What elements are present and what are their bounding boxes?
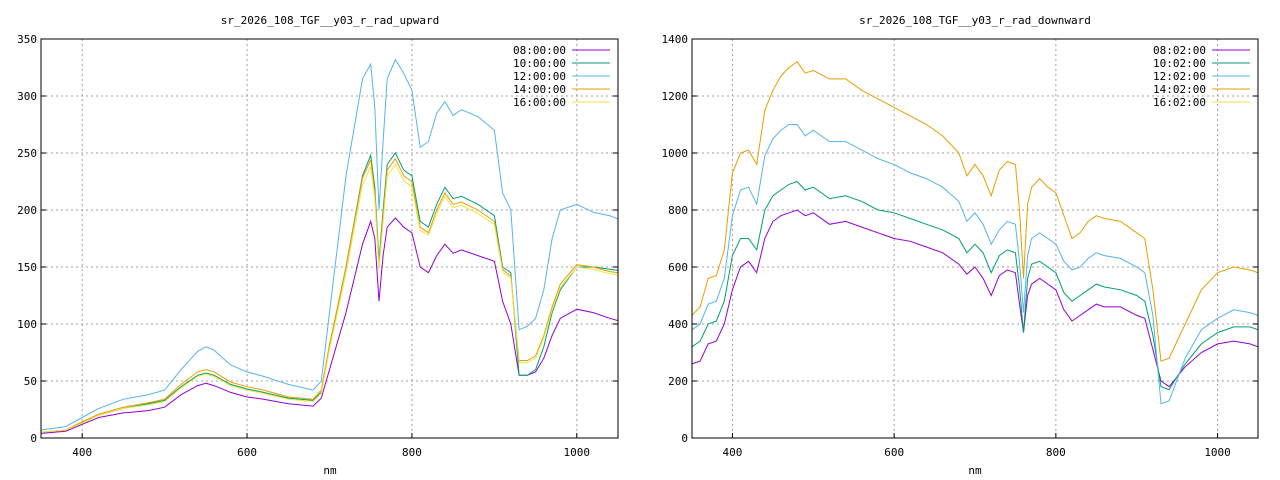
- x-tick-labels: 400 600 800 1000: [72, 446, 590, 459]
- x-axis-label: nm: [323, 464, 337, 477]
- x-tick-labels: 400 600 800 1000: [722, 446, 1230, 459]
- chart-title: sr_2026_108_TGF__y03_r_rad_downward: [859, 14, 1091, 27]
- y-tick-label: 100: [17, 318, 37, 331]
- series-line-5: [40, 163, 619, 433]
- x-axis-label: nm: [968, 464, 982, 477]
- y-tick-label: 400: [668, 318, 688, 331]
- y-tick-label: 600: [668, 261, 688, 274]
- y-tick-label: 300: [17, 90, 37, 103]
- y-tick-label: 250: [17, 147, 37, 160]
- series-group: [40, 58, 619, 434]
- legend-label: 12:00:00: [513, 70, 566, 83]
- x-tick-label: 800: [1046, 446, 1066, 459]
- y-tick-labels: 0 200 400 600 800 1000 1200 1400: [662, 33, 689, 445]
- legend-label: 08:00:00: [513, 44, 566, 57]
- legend-label: 16:02:00: [1153, 96, 1206, 109]
- grid: [692, 38, 1258, 439]
- y-tick-label: 200: [17, 204, 37, 217]
- series-line-1: [40, 217, 619, 434]
- x-tick-label: 400: [72, 446, 92, 459]
- legend-label: 16:00:00: [513, 96, 566, 109]
- x-tick-label: 600: [237, 446, 257, 459]
- series-line-3: [40, 58, 619, 431]
- series-line-4: [691, 61, 1259, 362]
- y-tick-labels: 0 50 100 150 200 250 300 350: [17, 33, 37, 445]
- series-line-3: [691, 124, 1259, 405]
- plot-frame: [691, 38, 1259, 439]
- y-tick-label: 1200: [662, 90, 689, 103]
- x-tick-label: 1000: [1204, 446, 1231, 459]
- plot-frame: [40, 38, 619, 439]
- y-tick-label: 200: [668, 375, 688, 388]
- grid: [41, 38, 618, 439]
- chart-upward: sr_2026_108_TGF__y03_r_rad_upward 0 50 100…: [17, 14, 619, 477]
- legend-label: 10:02:00: [1153, 57, 1206, 70]
- legend-label: 10:00:00: [513, 57, 566, 70]
- series-line-4: [40, 157, 619, 433]
- y-tick-label: 800: [668, 204, 688, 217]
- legend-label: 12:02:00: [1153, 70, 1206, 83]
- x-tick-label: 1000: [564, 446, 591, 459]
- series-group: [691, 61, 1259, 405]
- x-tick-label: 800: [402, 446, 422, 459]
- legend-label: 14:02:00: [1153, 83, 1206, 96]
- series-line-1: [691, 209, 1259, 388]
- y-tick-label: 0: [681, 432, 688, 445]
- legend-label: 08:02:00: [1153, 44, 1206, 57]
- chart-downward: sr_2026_108_TGF__y03_r_rad_downward 0 200…: [662, 14, 1259, 477]
- x-tick-label: 400: [722, 446, 742, 459]
- y-tick-label: 350: [17, 33, 37, 46]
- y-tick-label: 1400: [662, 33, 689, 46]
- series-line-2: [40, 152, 619, 433]
- y-tick-label: 1000: [662, 147, 689, 160]
- chart-title: sr_2026_108_TGF__y03_r_rad_upward: [221, 14, 440, 27]
- y-tick-label: 0: [30, 432, 37, 445]
- x-tick-label: 600: [884, 446, 904, 459]
- legend-label: 14:00:00: [513, 83, 566, 96]
- y-tick-label: 50: [24, 375, 37, 388]
- y-tick-label: 150: [17, 261, 37, 274]
- series-line-2: [691, 180, 1259, 391]
